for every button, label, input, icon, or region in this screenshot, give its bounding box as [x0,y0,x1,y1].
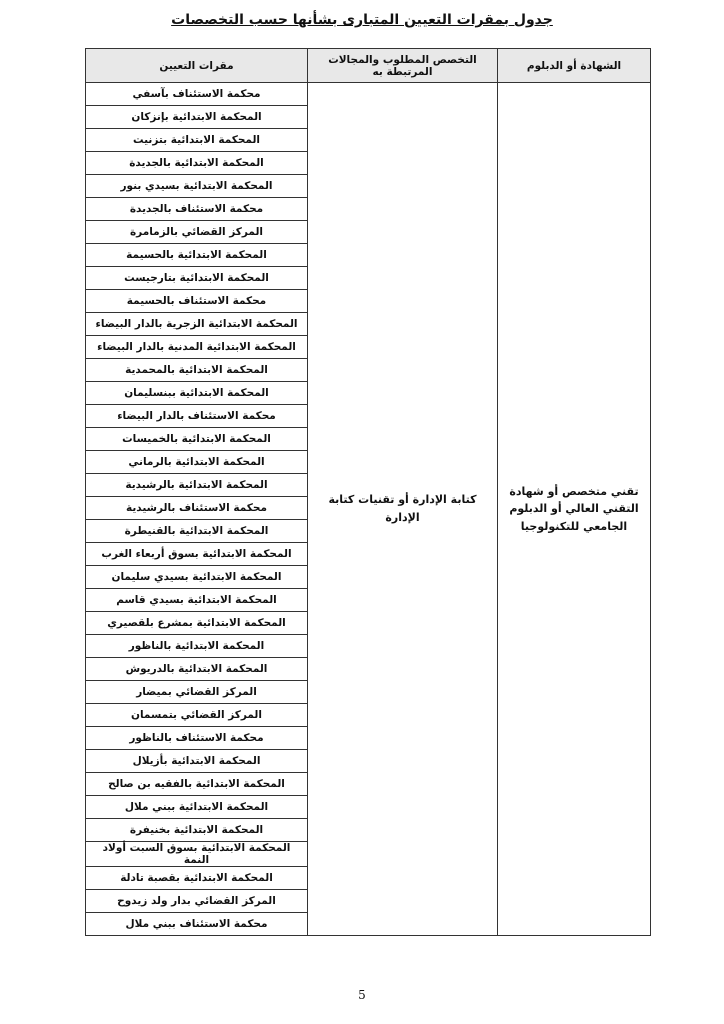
table-row: المحكمة الابتدائية بسيدي بنور [85,174,651,198]
table-row: المركز القضائي بتمسمان [85,703,651,727]
table-row: المحكمة الابتدائية بإنزكان [85,105,651,129]
location-cell: محكمة الاستئناف ببني ملال [85,912,308,936]
table-row: المحكمة الابتدائية بتزنيت [85,128,651,152]
location-cell: المحكمة الابتدائية ببنسليمان [85,381,308,405]
table-row: المحكمة الابتدائية ببنسليمان [85,381,651,405]
location-cell: المحكمة الابتدائية بالناظور [85,634,308,658]
table-row: المحكمة الابتدائية الزجرية بالدار البيضا… [85,312,651,336]
header-cell: الشهادة أو الدبلوم [497,48,651,83]
table-row: المحكمة الابتدائية المدنية بالدار البيضا… [85,335,651,359]
location-cell: المحكمة الابتدائية بسوق السبت أولاد النم… [85,841,308,867]
location-cell: محكمة الاستئناف بالحسيمة [85,289,308,313]
location-cell: المحكمة الابتدائية بالخميسات [85,427,308,451]
table-row: المحكمة الابتدائية بخنيفرة [85,818,651,842]
table-row: المركز القضائي بالزمامرة [85,220,651,244]
location-cell: المحكمة الابتدائية بخنيفرة [85,818,308,842]
location-cell: محكمة الاستئناف بالجديدة [85,197,308,221]
specialty-cell: كتابة الإدارة أو تقنيات كتابة الإدارة [307,82,498,936]
table-row: محكمة الاستئناف بالناظور [85,726,651,750]
location-cell: المحكمة الابتدائية بتزنيت [85,128,308,152]
location-cell: محكمة الاستئناف بالرشيدية [85,496,308,520]
location-cell: المركز القضائي بتمسمان [85,703,308,727]
table-row: المحكمة الابتدائية بسوق أربعاء الغرب [85,542,651,566]
location-cell: المحكمة الابتدائية بالمحمدية [85,358,308,382]
page-number: 5 [358,988,366,1002]
location-cell: المحكمة الابتدائية الزجرية بالدار البيضا… [85,312,308,336]
location-cell: المحكمة الابتدائية بسيدي قاسم [85,588,308,612]
table-body: تقني متخصص أو شهادة التقني العالي أو الد… [85,82,651,936]
location-cell: المحكمة الابتدائية بالرشيدية [85,473,308,497]
table-row: المحكمة الابتدائية بالمحمدية [85,358,651,382]
location-cell: المحكمة الابتدائية ببني ملال [85,795,308,819]
table-row: المحكمة الابتدائية بالدريوش [85,657,651,681]
location-cell: المحكمة الابتدائية بأزيلال [85,749,308,773]
location-cell: محكمة الاستئناف بالناظور [85,726,308,750]
location-cell: المركز القضائي بالزمامرة [85,220,308,244]
table-row: المحكمة الابتدائية بالخميسات [85,427,651,451]
table-row: المحكمة الابتدائية بالرشيدية [85,473,651,497]
table-row: المحكمة الابتدائية بالرماني [85,450,651,474]
table-row: المحكمة الابتدائية بالحسيمة [85,243,651,267]
table-header: الشهادة أو الدبلوم التخصص المطلوب والمجا… [85,48,651,83]
location-cell: المحكمة الابتدائية بالجديدة [85,151,308,175]
table-row: المركز القضائي بميضار [85,680,651,704]
location-cell: المحكمة الابتدائية بمشرع بلقصيري [85,611,308,635]
table-row: المحكمة الابتدائية بتارجيست [85,266,651,290]
table-row: المركز القضائي بدار ولد زيدوح [85,889,651,913]
table-row: محكمة الاستئناف بالدار البيضاء [85,404,651,428]
location-cell: المحكمة الابتدائية بالدريوش [85,657,308,681]
location-cell: محكمة الاستئناف بآسفي [85,82,308,106]
location-cell: المركز القضائي بميضار [85,680,308,704]
location-cell: المحكمة الابتدائية المدنية بالدار البيضا… [85,335,308,359]
table-row: المحكمة الابتدائية بالفقيه بن صالح [85,772,651,796]
location-cell: المحكمة الابتدائية بالحسيمة [85,243,308,267]
location-cell: المركز القضائي بدار ولد زيدوح [85,889,308,913]
table-row: محكمة الاستئناف بالحسيمة [85,289,651,313]
location-cell: المحكمة الابتدائية بتارجيست [85,266,308,290]
table-row: المحكمة الابتدائية ببني ملال [85,795,651,819]
table-row: المحكمة الابتدائية بالناظور [85,634,651,658]
title: جدول بمقرات التعيين المتبارى بشأنها حسب … [171,12,553,28]
degree-cell: تقني متخصص أو شهادة التقني العالي أو الد… [497,82,651,936]
table-row: المحكمة الابتدائية بقصبة تادلة [85,866,651,890]
header-cell: مقرات التعيين [85,48,308,83]
location-cell: محكمة الاستئناف بالدار البيضاء [85,404,308,428]
location-cell: المحكمة الابتدائية بقصبة تادلة [85,866,308,890]
table-row: المحكمة الابتدائية بسوق السبت أولاد النم… [85,841,651,867]
table-row: تقني متخصص أو شهادة التقني العالي أو الد… [85,82,651,936]
location-cell: المحكمة الابتدائية بإنزكان [85,105,308,129]
location-cell: المحكمة الابتدائية بسيدي سليمان [85,565,308,589]
location-cell: المحكمة الابتدائية بسيدي بنور [85,174,308,198]
location-cell: المحكمة الابتدائية بسوق أربعاء الغرب [85,542,308,566]
table-row: المحكمة الابتدائية بسيدي سليمان [85,565,651,589]
location-cell: المحكمة الابتدائية بالرماني [85,450,308,474]
table-row: محكمة الاستئناف ببني ملال [85,912,651,936]
table: الشهادة أو الدبلوم التخصص المطلوب والمجا… [85,48,651,936]
location-cell: المحكمة الابتدائية بالفقيه بن صالح [85,772,308,796]
header-cell: التخصص المطلوب والمجالات المرتبطة به [307,48,498,83]
location-cell: المحكمة الابتدائية بالقنيطرة [85,519,308,543]
